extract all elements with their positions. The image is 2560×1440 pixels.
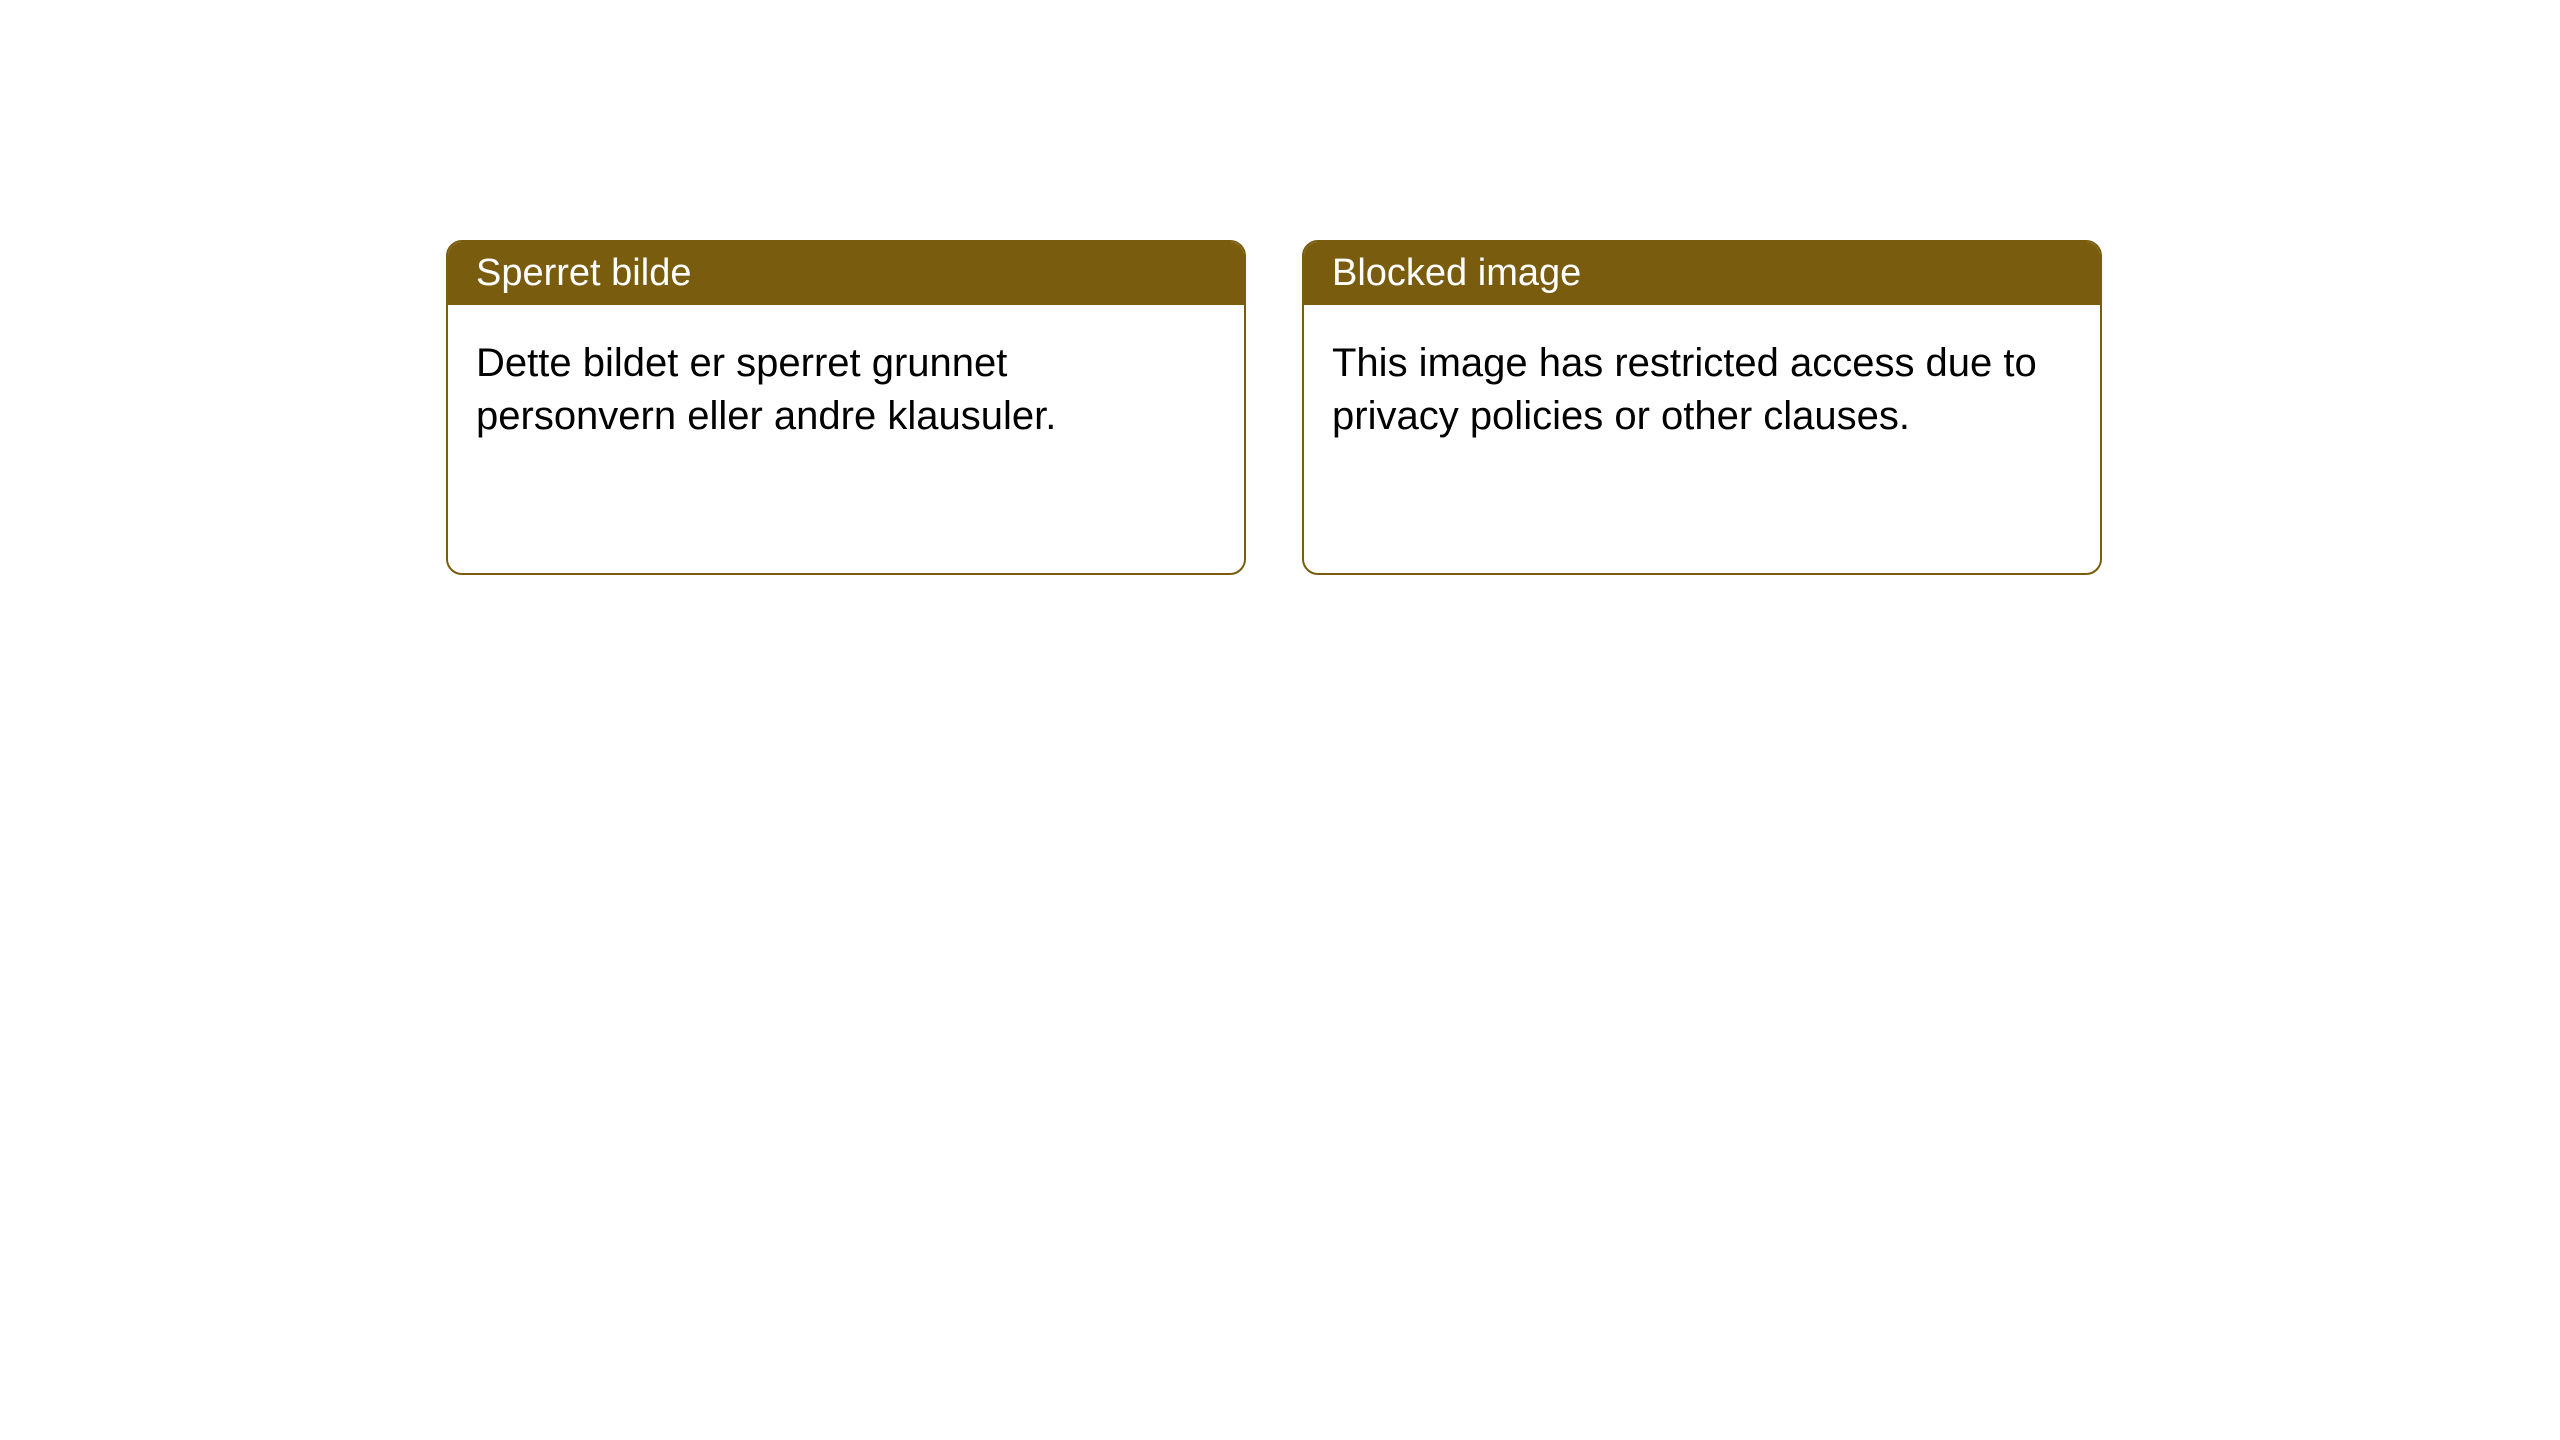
notice-cards-container: Sperret bilde Dette bildet er sperret gr… — [446, 240, 2102, 575]
notice-card-header: Sperret bilde — [448, 242, 1244, 305]
notice-card-body: This image has restricted access due to … — [1304, 305, 2100, 475]
notice-card-english: Blocked image This image has restricted … — [1302, 240, 2102, 575]
notice-card-norwegian: Sperret bilde Dette bildet er sperret gr… — [446, 240, 1246, 575]
notice-card-header: Blocked image — [1304, 242, 2100, 305]
notice-card-body: Dette bildet er sperret grunnet personve… — [448, 305, 1244, 475]
